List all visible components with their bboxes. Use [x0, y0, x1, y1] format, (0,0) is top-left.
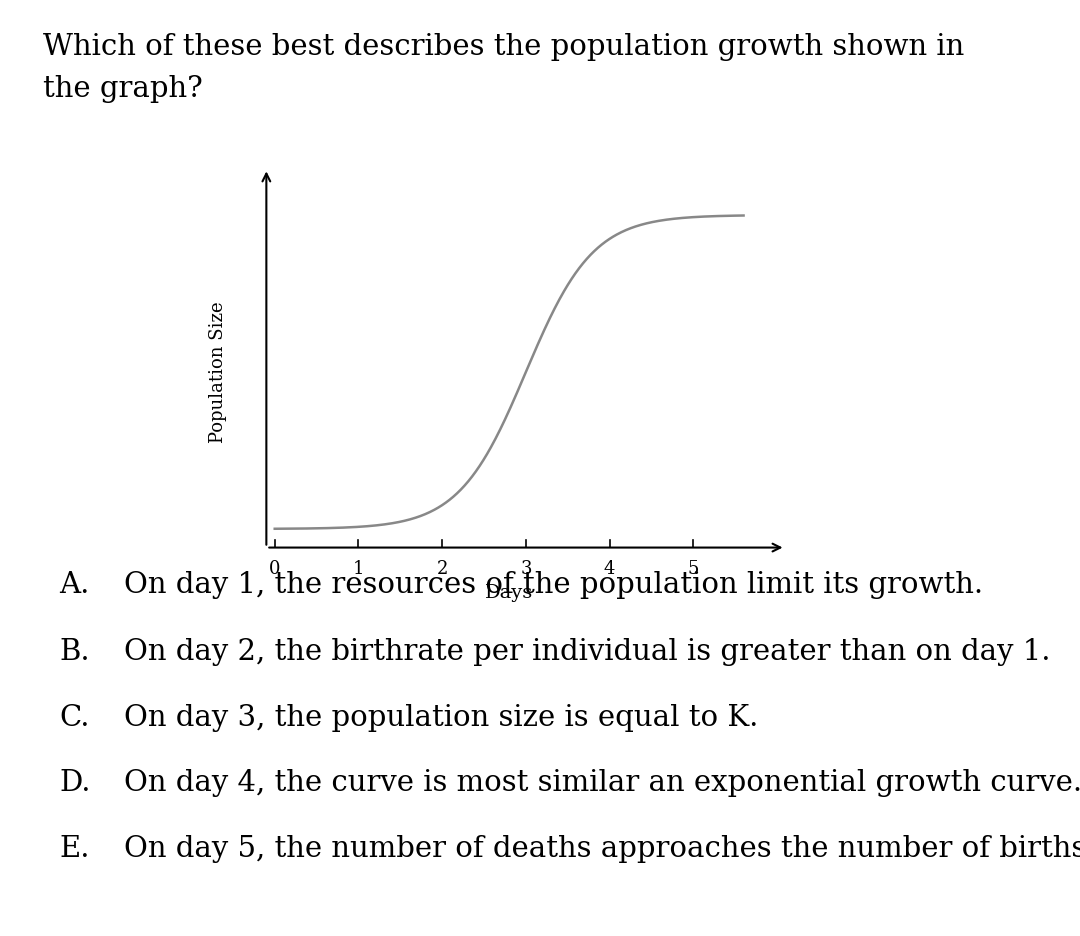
Text: On day 3, the population size is equal to K.: On day 3, the population size is equal t… [124, 704, 758, 732]
Text: Which of these best describes the population growth shown in: Which of these best describes the popula… [43, 33, 964, 61]
Text: On day 5, the number of deaths approaches the number of births.: On day 5, the number of deaths approache… [124, 835, 1080, 863]
Text: 1: 1 [353, 560, 364, 578]
Text: Days: Days [485, 583, 534, 602]
Text: the graph?: the graph? [43, 75, 203, 103]
Text: On day 2, the birthrate per individual is greater than on day 1.: On day 2, the birthrate per individual i… [124, 638, 1051, 666]
Text: A.: A. [59, 571, 90, 599]
Text: 3: 3 [521, 560, 531, 578]
Text: 5: 5 [688, 560, 699, 578]
Text: Population Size: Population Size [208, 301, 227, 443]
Text: On day 4, the curve is most similar an exponential growth curve.: On day 4, the curve is most similar an e… [124, 769, 1080, 797]
Text: 0: 0 [269, 560, 281, 578]
Text: 2: 2 [436, 560, 448, 578]
Text: B.: B. [59, 638, 90, 666]
Text: D.: D. [59, 769, 91, 797]
Text: E.: E. [59, 835, 90, 863]
Text: C.: C. [59, 704, 90, 732]
Text: 4: 4 [604, 560, 616, 578]
Text: On day 1, the resources of the population limit its growth.: On day 1, the resources of the populatio… [124, 571, 983, 599]
